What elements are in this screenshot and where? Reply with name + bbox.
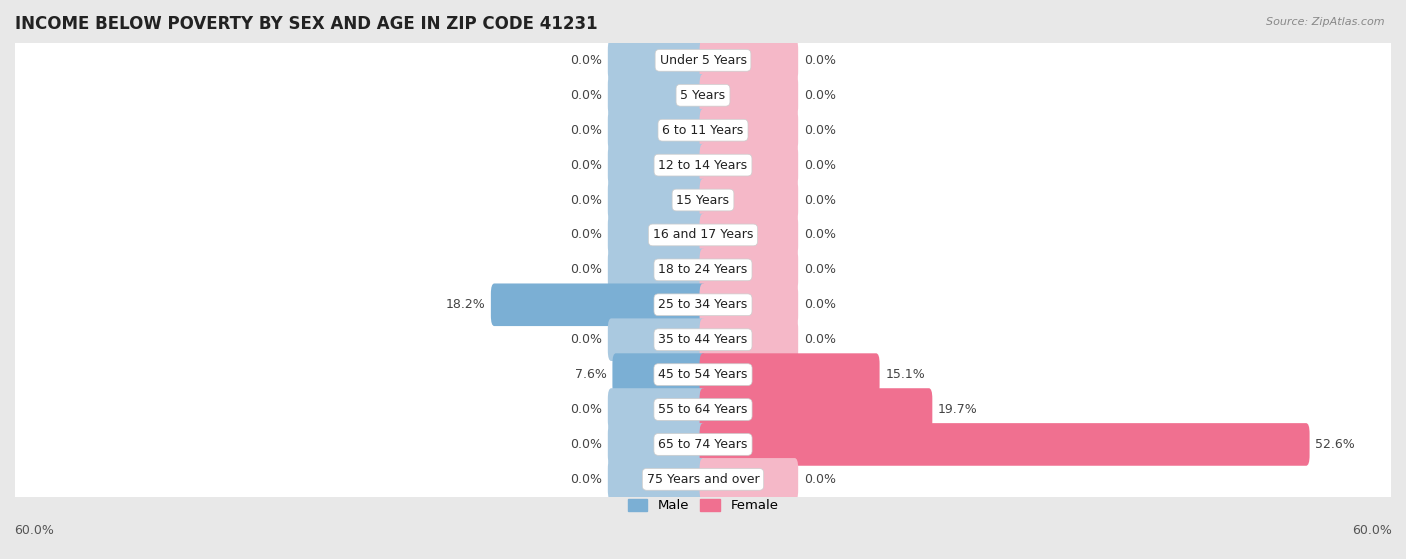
- Text: 0.0%: 0.0%: [569, 124, 602, 137]
- FancyBboxPatch shape: [11, 245, 1395, 294]
- Text: 25 to 34 Years: 25 to 34 Years: [658, 299, 748, 311]
- FancyBboxPatch shape: [607, 109, 706, 151]
- FancyBboxPatch shape: [700, 458, 799, 501]
- Text: 0.0%: 0.0%: [804, 263, 837, 276]
- Text: 0.0%: 0.0%: [569, 263, 602, 276]
- FancyBboxPatch shape: [11, 385, 1395, 434]
- Text: 0.0%: 0.0%: [804, 54, 837, 67]
- FancyBboxPatch shape: [11, 36, 1395, 85]
- Text: 0.0%: 0.0%: [569, 193, 602, 206]
- Text: 0.0%: 0.0%: [804, 124, 837, 137]
- Text: 0.0%: 0.0%: [569, 54, 602, 67]
- Text: 0.0%: 0.0%: [804, 473, 837, 486]
- Text: 0.0%: 0.0%: [804, 193, 837, 206]
- FancyBboxPatch shape: [700, 74, 799, 117]
- FancyBboxPatch shape: [700, 144, 799, 186]
- Text: 15 Years: 15 Years: [676, 193, 730, 206]
- Legend: Male, Female: Male, Female: [623, 494, 783, 518]
- Text: 7.6%: 7.6%: [575, 368, 606, 381]
- Text: 60.0%: 60.0%: [14, 524, 53, 537]
- FancyBboxPatch shape: [700, 283, 799, 326]
- FancyBboxPatch shape: [11, 280, 1395, 329]
- FancyBboxPatch shape: [700, 214, 799, 256]
- FancyBboxPatch shape: [11, 176, 1395, 225]
- FancyBboxPatch shape: [607, 249, 706, 291]
- FancyBboxPatch shape: [11, 455, 1395, 504]
- Text: 52.6%: 52.6%: [1316, 438, 1355, 451]
- FancyBboxPatch shape: [11, 420, 1395, 469]
- Text: Under 5 Years: Under 5 Years: [659, 54, 747, 67]
- Text: Source: ZipAtlas.com: Source: ZipAtlas.com: [1267, 17, 1385, 27]
- FancyBboxPatch shape: [700, 39, 799, 82]
- FancyBboxPatch shape: [607, 458, 706, 501]
- Text: 0.0%: 0.0%: [569, 89, 602, 102]
- Text: 60.0%: 60.0%: [1353, 524, 1392, 537]
- FancyBboxPatch shape: [607, 319, 706, 361]
- FancyBboxPatch shape: [11, 315, 1395, 364]
- FancyBboxPatch shape: [607, 144, 706, 186]
- Text: 45 to 54 Years: 45 to 54 Years: [658, 368, 748, 381]
- FancyBboxPatch shape: [700, 249, 799, 291]
- Text: 0.0%: 0.0%: [569, 333, 602, 346]
- FancyBboxPatch shape: [11, 106, 1395, 155]
- Text: 0.0%: 0.0%: [569, 159, 602, 172]
- Text: 0.0%: 0.0%: [804, 159, 837, 172]
- FancyBboxPatch shape: [700, 319, 799, 361]
- FancyBboxPatch shape: [607, 214, 706, 256]
- Text: 5 Years: 5 Years: [681, 89, 725, 102]
- FancyBboxPatch shape: [607, 423, 706, 466]
- FancyBboxPatch shape: [11, 350, 1395, 399]
- Text: 16 and 17 Years: 16 and 17 Years: [652, 229, 754, 241]
- FancyBboxPatch shape: [607, 179, 706, 221]
- Text: 0.0%: 0.0%: [569, 438, 602, 451]
- Text: 0.0%: 0.0%: [569, 229, 602, 241]
- FancyBboxPatch shape: [607, 389, 706, 431]
- FancyBboxPatch shape: [607, 39, 706, 82]
- FancyBboxPatch shape: [613, 353, 706, 396]
- FancyBboxPatch shape: [700, 179, 799, 221]
- Text: 18 to 24 Years: 18 to 24 Years: [658, 263, 748, 276]
- Text: 55 to 64 Years: 55 to 64 Years: [658, 403, 748, 416]
- FancyBboxPatch shape: [11, 71, 1395, 120]
- Text: 0.0%: 0.0%: [804, 333, 837, 346]
- FancyBboxPatch shape: [700, 389, 932, 431]
- FancyBboxPatch shape: [11, 141, 1395, 190]
- Text: 12 to 14 Years: 12 to 14 Years: [658, 159, 748, 172]
- Text: 6 to 11 Years: 6 to 11 Years: [662, 124, 744, 137]
- Text: 0.0%: 0.0%: [804, 89, 837, 102]
- Text: 0.0%: 0.0%: [569, 473, 602, 486]
- FancyBboxPatch shape: [11, 211, 1395, 259]
- Text: 19.7%: 19.7%: [938, 403, 977, 416]
- FancyBboxPatch shape: [700, 423, 1309, 466]
- Text: 0.0%: 0.0%: [804, 229, 837, 241]
- Text: 0.0%: 0.0%: [804, 299, 837, 311]
- Text: 65 to 74 Years: 65 to 74 Years: [658, 438, 748, 451]
- Text: 0.0%: 0.0%: [569, 403, 602, 416]
- FancyBboxPatch shape: [491, 283, 706, 326]
- Text: 18.2%: 18.2%: [446, 299, 485, 311]
- Text: 35 to 44 Years: 35 to 44 Years: [658, 333, 748, 346]
- FancyBboxPatch shape: [700, 109, 799, 151]
- FancyBboxPatch shape: [607, 74, 706, 117]
- Text: INCOME BELOW POVERTY BY SEX AND AGE IN ZIP CODE 41231: INCOME BELOW POVERTY BY SEX AND AGE IN Z…: [15, 15, 598, 33]
- Text: 15.1%: 15.1%: [886, 368, 925, 381]
- Text: 75 Years and over: 75 Years and over: [647, 473, 759, 486]
- FancyBboxPatch shape: [700, 353, 880, 396]
